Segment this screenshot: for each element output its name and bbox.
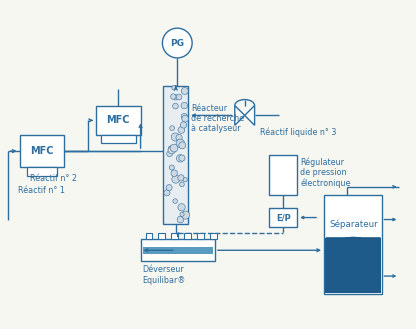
Circle shape	[178, 204, 185, 211]
Text: Réactif n° 1: Réactif n° 1	[17, 186, 64, 195]
Text: Déverseur
Equilibar®: Déverseur Equilibar®	[143, 265, 186, 285]
Circle shape	[181, 113, 187, 119]
Bar	[158, 233, 166, 240]
Circle shape	[172, 86, 176, 90]
Text: MFC: MFC	[106, 115, 130, 125]
Text: MFC: MFC	[30, 146, 54, 156]
Text: Réactif n° 2: Réactif n° 2	[30, 174, 77, 183]
Circle shape	[178, 175, 184, 181]
Polygon shape	[235, 106, 245, 125]
Circle shape	[173, 199, 178, 203]
Circle shape	[181, 122, 187, 128]
Bar	[141, 240, 215, 261]
Circle shape	[176, 94, 182, 100]
Bar	[184, 233, 191, 240]
Circle shape	[177, 216, 184, 223]
Bar	[324, 195, 381, 294]
Circle shape	[176, 135, 182, 141]
Text: E/P: E/P	[276, 213, 291, 222]
Polygon shape	[245, 106, 255, 125]
Circle shape	[166, 185, 172, 190]
Circle shape	[170, 126, 174, 131]
Bar	[197, 233, 204, 240]
Text: Régulateur
de pression
électronique: Régulateur de pression électronique	[300, 157, 351, 188]
Circle shape	[183, 178, 187, 182]
Circle shape	[164, 190, 170, 196]
Circle shape	[173, 95, 178, 100]
Circle shape	[180, 212, 184, 216]
Circle shape	[169, 165, 174, 170]
Circle shape	[162, 28, 192, 58]
Circle shape	[181, 88, 188, 94]
Circle shape	[171, 133, 179, 141]
Bar	[210, 233, 217, 240]
Circle shape	[179, 142, 186, 149]
Bar	[101, 135, 136, 143]
Circle shape	[170, 144, 178, 152]
Bar	[163, 86, 188, 224]
Bar	[27, 167, 57, 176]
Circle shape	[181, 102, 188, 109]
Bar	[146, 233, 153, 240]
Bar	[143, 247, 213, 254]
Text: Réacteur
de recherche
à catalyseur: Réacteur de recherche à catalyseur	[191, 104, 244, 133]
Bar	[270, 155, 297, 195]
Circle shape	[181, 211, 190, 219]
Bar	[171, 233, 178, 240]
Circle shape	[168, 146, 174, 152]
Circle shape	[171, 170, 178, 176]
Circle shape	[179, 155, 185, 161]
Bar	[96, 106, 141, 135]
Circle shape	[171, 94, 176, 99]
Text: Séparateur: Séparateur	[329, 220, 378, 229]
Text: PG: PG	[170, 38, 184, 47]
Bar	[20, 135, 64, 167]
Bar	[325, 239, 381, 293]
Circle shape	[176, 155, 184, 162]
Circle shape	[167, 151, 173, 157]
Circle shape	[172, 175, 180, 183]
Circle shape	[180, 182, 184, 187]
Bar	[270, 208, 297, 227]
Circle shape	[178, 127, 185, 133]
Circle shape	[182, 115, 188, 122]
Text: Réactif liquide n° 3: Réactif liquide n° 3	[260, 127, 336, 137]
Circle shape	[173, 103, 178, 109]
Circle shape	[176, 139, 185, 148]
Circle shape	[168, 146, 176, 154]
